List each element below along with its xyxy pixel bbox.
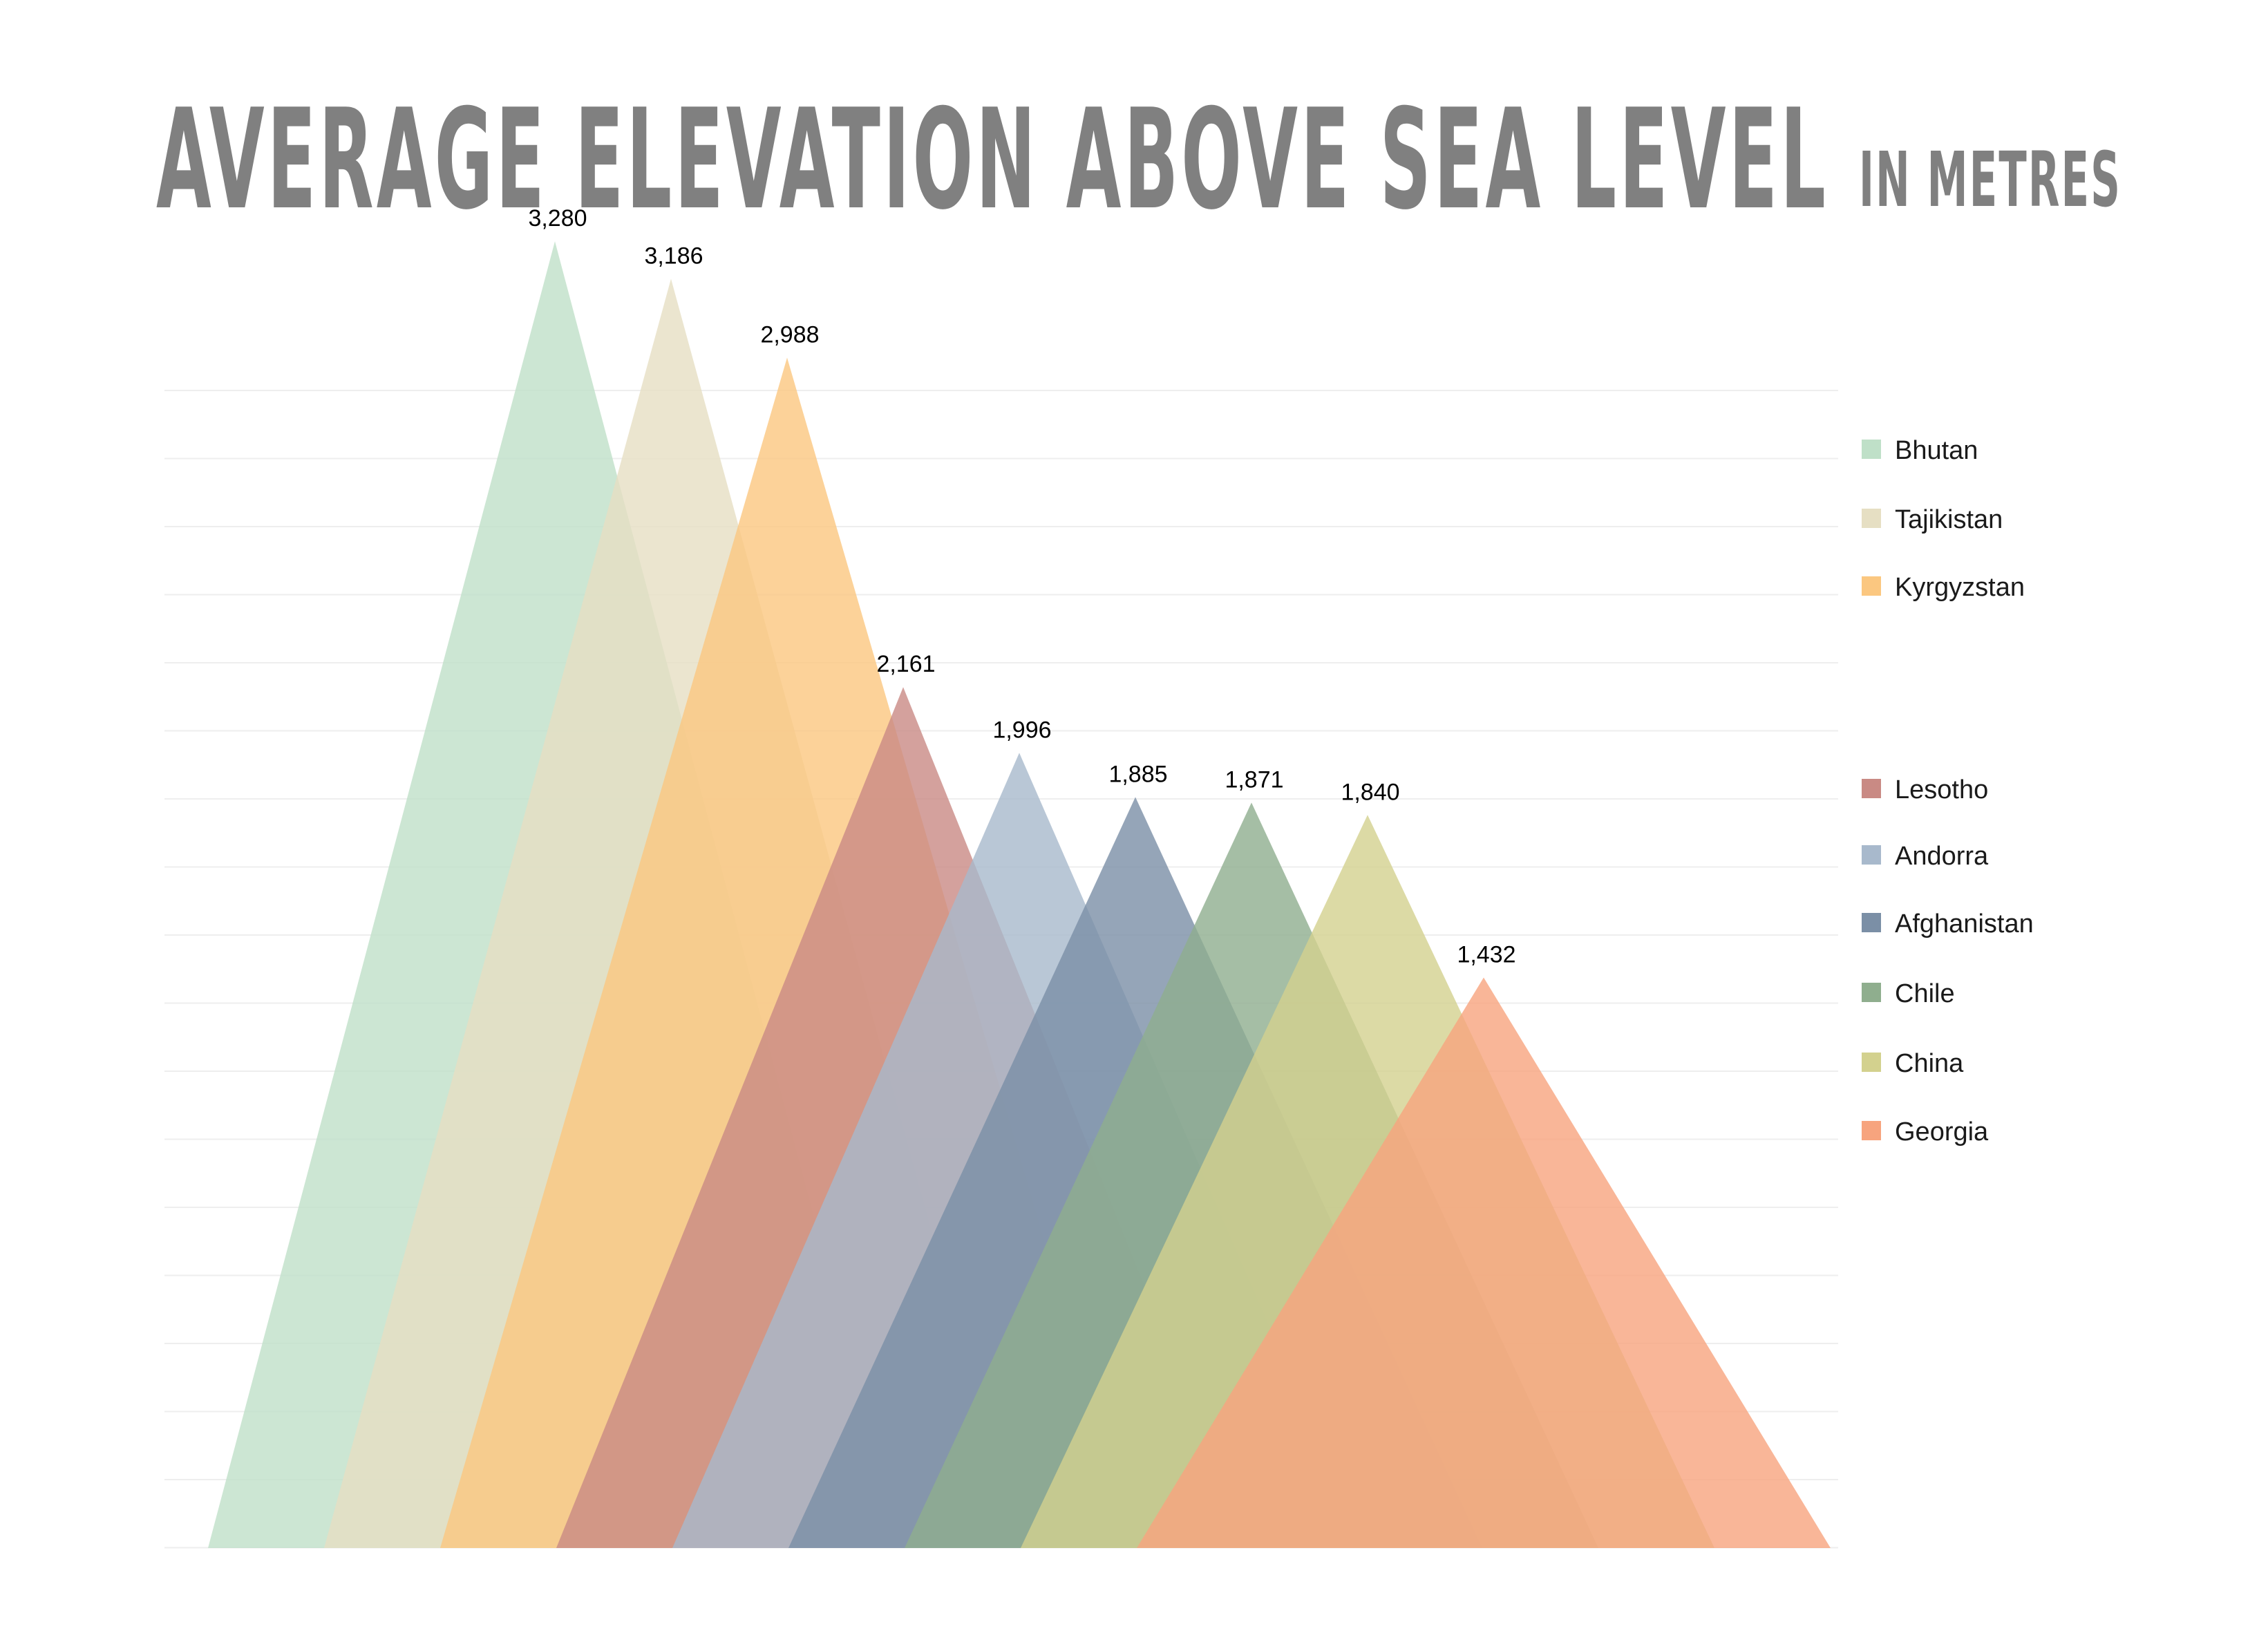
legend-label-china: China <box>1895 1049 1964 1078</box>
value-label-afghanistan: 1,885 <box>1108 761 1167 787</box>
legend-label-kyrgyzstan: Kyrgyzstan <box>1895 573 2025 602</box>
legend-label-tajikistan: Tajikistan <box>1895 505 2003 534</box>
elevation-triangles <box>208 241 1831 1548</box>
legend-label-lesotho: Lesotho <box>1895 775 1988 804</box>
value-label-chile: 1,871 <box>1225 766 1283 793</box>
chart-title: AVERAGE ELEVATION ABOVE SEA LEVEL <box>156 79 1828 240</box>
legend-swatch-tajikistan <box>1862 509 1881 528</box>
value-label-andorra: 1,996 <box>992 717 1051 743</box>
legend-swatch-georgia <box>1862 1121 1881 1140</box>
mountain-georgia <box>1137 977 1831 1548</box>
value-labels: 3,280 3,186 2,988 2,161 1,996 1,885 1,871 1,840… <box>528 205 1515 968</box>
chart-subtitle: IN METRES <box>1859 135 2121 224</box>
legend: Bhutan Tajikistan Kyrgyzstan Lesotho Andorra… <box>1862 436 2034 1147</box>
legend-swatch-china <box>1862 1053 1881 1072</box>
legend-swatch-kyrgyzstan <box>1862 576 1881 596</box>
value-label-georgia: 1,432 <box>1457 941 1515 968</box>
legend-swatch-afghanistan <box>1862 913 1881 932</box>
value-label-tajikistan: 3,186 <box>644 243 703 269</box>
legend-swatch-andorra <box>1862 845 1881 865</box>
legend-swatch-chile <box>1862 983 1881 1002</box>
legend-label-afghanistan: Afghanistan <box>1895 909 2034 938</box>
value-label-bhutan: 3,280 <box>528 205 587 232</box>
value-label-china: 1,840 <box>1341 779 1399 805</box>
legend-swatch-lesotho <box>1862 779 1881 798</box>
legend-label-bhutan: Bhutan <box>1895 436 1978 465</box>
legend-label-chile: Chile <box>1895 979 1955 1008</box>
value-label-lesotho: 2,161 <box>876 651 935 677</box>
value-label-kyrgyzstan: 2,988 <box>760 322 819 348</box>
legend-swatch-bhutan <box>1862 440 1881 459</box>
legend-label-georgia: Georgia <box>1895 1117 1989 1147</box>
legend-label-andorra: Andorra <box>1895 842 1989 871</box>
